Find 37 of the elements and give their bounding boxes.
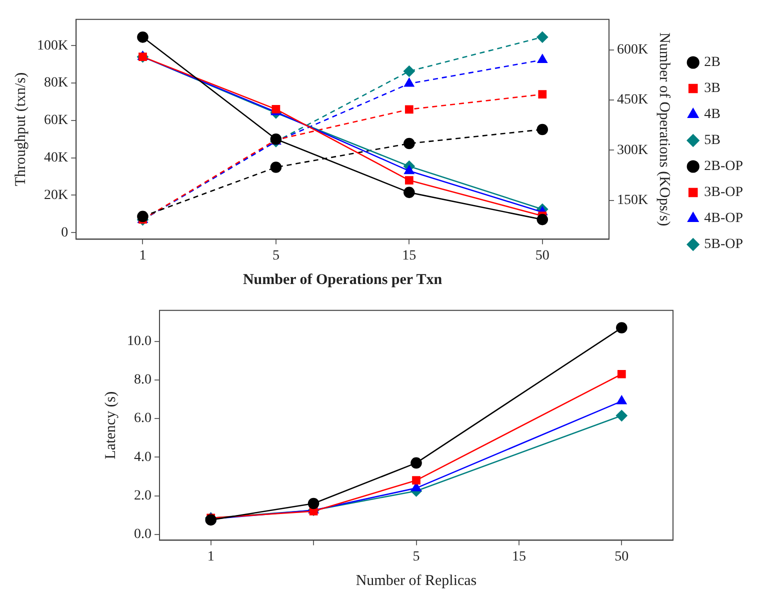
y-tick-label: 0 <box>61 225 68 240</box>
x-tick-label: 50 <box>614 549 629 564</box>
legend-label: 3B <box>704 81 720 96</box>
y2-tick-label: 300K <box>616 142 648 158</box>
x-tick-label: 5 <box>272 248 280 264</box>
x-axis-title: Number of Replicas <box>356 572 477 589</box>
y-tick-label: 8.0 <box>134 372 152 388</box>
legend-label: 4B-OP <box>704 211 744 226</box>
x-tick-label: 50 <box>535 248 550 264</box>
y2-axis-title: Number of Operations (KOps/s) <box>656 32 672 226</box>
y-axis-title: Latency (s) <box>102 391 119 460</box>
y-tick-label: 6.0 <box>134 411 152 426</box>
x-axis-title: Number of Operations per Txn <box>242 272 443 288</box>
x-tick-label: 1 <box>207 549 214 564</box>
y-tick-label: 10.0 <box>127 334 152 349</box>
y-axis-title: Throughput (txn/s) <box>12 72 29 186</box>
y2-tick-label: 600K <box>616 42 648 58</box>
y-tick-label: 4.0 <box>134 450 152 465</box>
y-tick-label: 2.0 <box>134 488 152 504</box>
y-tick-label: 40K <box>44 150 68 166</box>
x-tick-label: 15 <box>402 248 416 264</box>
legend-label: 2B-OP <box>704 159 744 174</box>
legend-label: 3B-OP <box>704 185 744 200</box>
legend-label: 2B <box>704 55 720 70</box>
y-tick-label: 100K <box>36 38 68 54</box>
y-tick-label: 60K <box>44 113 68 128</box>
y-tick-label: 20K <box>44 188 68 203</box>
y-tick-label: 80K <box>44 76 68 91</box>
legend-label: 5B-OP <box>704 237 744 252</box>
y2-tick-label: 450K <box>616 92 648 108</box>
x-tick-label: 1 <box>139 248 146 264</box>
x-tick-label: 15 <box>512 549 526 564</box>
legend-label: 5B <box>704 133 720 148</box>
legend-label: 4B <box>704 107 720 122</box>
y2-tick-label: 150K <box>616 193 648 208</box>
x-tick-label: 5 <box>412 549 420 564</box>
y-tick-label: 0.0 <box>134 527 152 542</box>
